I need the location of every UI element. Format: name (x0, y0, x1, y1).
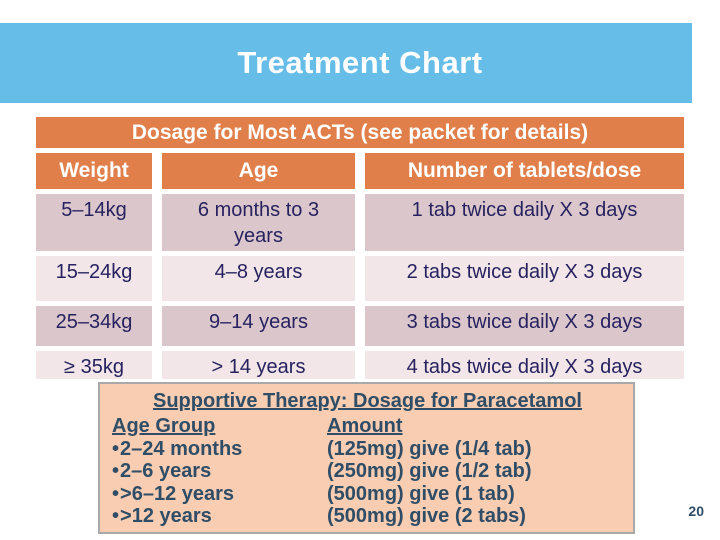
age-group-header: Age Group (112, 415, 216, 437)
cell-dose-row1: 1 tab twice daily X 3 days (365, 194, 684, 251)
amount-item-4: (500mg) give (2 tabs) (327, 505, 526, 527)
bullet-icon: • (112, 505, 120, 527)
amount-item-1: (125mg) give (1/4 tab) (327, 437, 532, 460)
cell-weight-row3: 25–34kg (36, 306, 152, 346)
supportive-therapy-box: Supportive Therapy: Dosage for Paracetam… (98, 382, 635, 534)
cell-dose-row3: 3 tabs twice daily X 3 days (365, 306, 684, 346)
bullet-icon: • (112, 482, 120, 505)
supportive-box-list: Age Group Amount •2–24 months (125mg) gi… (112, 415, 623, 528)
age-item-2: •2–6 years (112, 460, 212, 482)
slide-title: Treatment Chart (237, 45, 483, 80)
cell-weight-row1: 5–14kg (36, 194, 152, 251)
cell-age-row4: > 14 years (162, 351, 355, 379)
cell-dose-row2: 2 tabs twice daily X 3 days (365, 256, 684, 301)
amount-header: Amount (327, 415, 403, 437)
bullet-icon: • (112, 460, 120, 482)
column-header-weight: Weight (36, 153, 152, 189)
cell-weight-row2: 15–24kg (36, 256, 152, 301)
bullet-icon: • (112, 437, 120, 460)
age-item-4: •>12 years (112, 505, 212, 527)
amount-item-3: (500mg) give (1 tab) (327, 482, 515, 505)
column-header-age: Age (162, 153, 355, 189)
cell-dose-row4: 4 tabs twice daily X 3 days (365, 351, 684, 379)
supportive-box-title: Supportive Therapy: Dosage for Paracetam… (152, 390, 582, 412)
cell-age-row3: 9–14 years (162, 306, 355, 346)
cell-weight-row4: ≥ 35kg (36, 351, 152, 379)
age-item-3: •>6–12 years (112, 482, 235, 505)
table-banner: Dosage for Most ACTs (see packet for det… (36, 117, 684, 148)
page-number: 20 (688, 503, 704, 519)
title-band (0, 23, 692, 103)
cell-age-row2: 4–8 years (162, 256, 355, 301)
age-item-1: •2–24 months (112, 437, 243, 460)
cell-age-row1: 6 months to 3 years (162, 194, 355, 251)
amount-item-2: (250mg) give (1/2 tab) (327, 460, 532, 482)
dosage-table: Dosage for Most ACTs (see packet for det… (36, 117, 684, 379)
column-header-dose: Number of tablets/dose (365, 153, 684, 189)
